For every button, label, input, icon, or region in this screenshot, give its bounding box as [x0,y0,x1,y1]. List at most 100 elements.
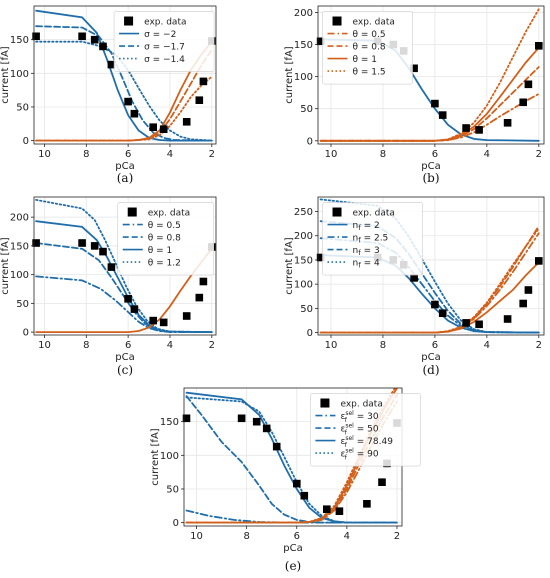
x-tick-label: 6 [294,531,300,542]
legend-box [117,202,215,276]
y-tick-label: 0 [307,328,313,339]
exp-data-point [524,80,533,89]
y-tick-label: 200 [10,213,29,224]
exp-data-point [378,478,386,486]
series-line-0 [185,509,398,524]
exp-data-point [32,32,40,41]
chart-panel-a: 10 8 6 4 2 0 50 100 150 pCa current [fA] exp. data σ… [0,5,217,185]
exp-data-point [431,300,439,309]
series-line-5 [35,75,213,142]
x-tick-label: 10 [190,531,203,542]
x-tick-label: 6 [125,149,131,160]
exp-data-point [438,111,447,119]
exp-data-point [159,125,168,133]
exp-data-point [300,491,309,500]
y-tick-label: 100 [294,72,313,83]
exp-data-point [99,247,107,256]
panel-label: (d) [422,363,439,377]
series-line-2 [35,40,213,142]
exp-data-point [462,319,470,327]
legend-label-exp-data: exp. data [144,18,186,28]
plot-frame [317,196,545,336]
exp-data-point [130,305,139,313]
legend-box [322,11,413,85]
exp-data-point [524,286,533,294]
legend-label: θ = 0.8 [353,43,386,53]
x-tick-label: 10 [38,149,51,160]
exp-data-point [323,505,331,513]
legend-marker-exp-data [127,207,137,217]
exp-data-point [316,253,325,262]
exp-data-point [199,277,208,286]
x-tick-label: 6 [125,340,131,351]
x-tick-label: 4 [484,149,490,160]
legend-label: θ = 0.8 [148,234,181,244]
exp-data-point [159,318,168,327]
exp-data-point [431,99,439,108]
y-axis-label: current [fA] [284,46,295,104]
series-line-4 [35,48,213,142]
legend: exp. data θ = 0.5 θ = 0.8 θ = 1 θ = 1.5 [322,11,413,85]
x-tick-label: 4 [167,340,173,351]
legend-label: θ = 1.2 [148,259,181,269]
legend-marker-exp-data [320,398,330,408]
y-tick-label: 0 [23,136,29,147]
legend-label: σ = −2 [144,30,176,40]
panel-label: (a) [117,171,134,185]
y-tick-label: 200 [294,231,313,242]
exp-data-point [462,124,470,132]
legend-label: nf = 4 [353,259,380,270]
exp-data-point [78,239,86,247]
y-tick-label: 250 [294,207,313,218]
y-axis-label: current [fA] [284,237,295,295]
series-line-4 [319,8,540,142]
exp-data-point [130,109,139,118]
x-tick-label: 8 [380,149,386,160]
legend-label-exp-data: exp. data [353,18,395,28]
exp-data-point [107,60,116,69]
x-tick-label: 2 [536,340,542,351]
y-axis-label: current [fA] [150,428,161,486]
exp-data-point [124,97,132,106]
y-tick-label: 100 [294,280,313,291]
legend-marker-exp-data [124,16,134,26]
plot-frame [317,5,545,145]
x-tick-label: 6 [432,149,438,160]
exp-data-point [32,239,40,247]
x-tick-label: 6 [432,340,438,351]
legend-marker-exp-data [332,16,342,26]
legend-label: θ = 0.5 [353,30,386,40]
y-tick-label: 150 [294,40,313,51]
panel-label: (b) [422,171,439,185]
y-tick-label: 100 [160,451,179,462]
exp-data-point [195,96,204,104]
legend-label: θ = 1 [353,55,378,65]
panel-label: (e) [285,559,301,573]
exp-data-point [107,263,116,271]
y-tick-label: 0 [173,518,179,529]
exp-data-point [90,35,99,44]
legend-label-exp-data: exp. data [340,400,382,410]
exp-data-point [78,32,86,41]
legend-label-exp-data: exp. data [353,209,395,219]
legend-label: εsel f = 90 [340,448,378,462]
exp-data-point [199,77,208,86]
exp-data-point [519,98,527,107]
legend-label: nf = 2 [353,221,380,232]
legend-marker-exp-data [332,207,342,217]
y-axis-label: current [fA] [0,46,11,104]
y-tick-label: 0 [307,136,313,147]
x-tick-label: 4 [344,531,350,542]
legend: exp. data σ = −2 σ = −1.7 σ = −1.4 [113,11,215,72]
exp-data-point [182,118,191,126]
x-tick-label: 10 [38,340,51,351]
x-tick-label: 10 [325,149,338,160]
panel-label: (c) [117,363,133,377]
legend: exp. data nf = 2 nf = 2.5nf = 3 nf = 4 [322,202,423,276]
x-axis-label: pCa [421,161,440,172]
legend-box [113,11,215,72]
x-axis-label: pCa [283,543,302,554]
